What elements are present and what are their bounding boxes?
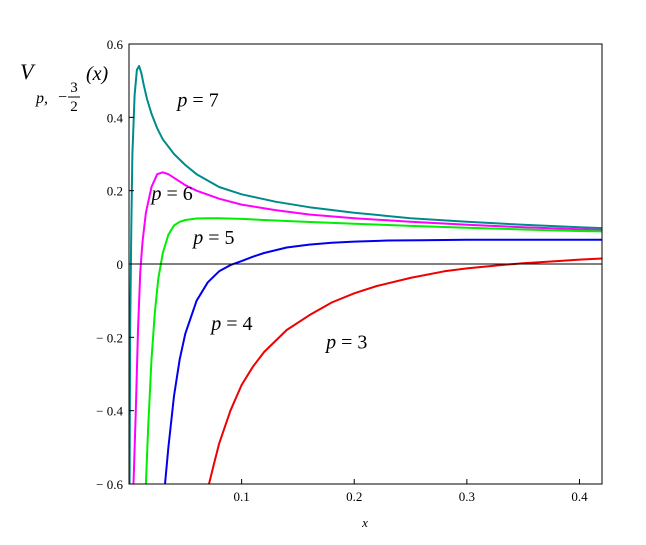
- curve-labels: p = 7 p = 6 p = 5 p = 4 p = 3: [150, 89, 368, 353]
- series-line-p5: [144, 217, 602, 484]
- x-tick-label: 0.3: [459, 489, 475, 504]
- curve-label: p = 4: [209, 313, 252, 335]
- x-axis-label: x: [361, 515, 368, 530]
- y-label-sub-p: p,: [35, 90, 48, 107]
- x-tick-label: 0.1: [233, 489, 249, 504]
- series-line-p6: [132, 171, 602, 484]
- series-line-p3: [208, 257, 602, 484]
- y-axis-label: V p, − 3 2 (x): [20, 59, 109, 115]
- curve-label: p = 7: [175, 89, 218, 111]
- y-label-sub-num: 3: [70, 80, 78, 96]
- series-lines: [129, 65, 602, 484]
- series-line-p4: [164, 238, 602, 484]
- y-label-sub-den: 2: [70, 99, 78, 115]
- x-tick-label: 0.2: [346, 489, 362, 504]
- x-tick-label: 0.4: [571, 489, 588, 504]
- curve-label: p = 6: [150, 183, 193, 205]
- y-tick-label: − 0.6: [96, 477, 123, 492]
- y-label-arg: (x): [86, 63, 109, 85]
- y-tick-label: − 0.4: [96, 404, 123, 419]
- y-axis-ticks: 0.6 0.4 0.2 0 − 0.2 − 0.4 − 0.6: [96, 37, 134, 492]
- y-tick-label: 0: [117, 257, 124, 272]
- y-tick-label: 0.4: [107, 110, 124, 125]
- y-label-main: V: [20, 59, 36, 84]
- y-tick-label: − 0.2: [96, 330, 123, 345]
- y-tick-label: 0.2: [107, 184, 123, 199]
- curve-label: p = 5: [191, 227, 234, 249]
- y-tick-label: 0.6: [107, 37, 124, 52]
- series-line-p7: [129, 65, 602, 484]
- x-axis-ticks: 0.1 0.2 0.3 0.4: [233, 479, 588, 504]
- curve-label: p = 3: [324, 331, 367, 353]
- y-label-sub-sign: −: [58, 89, 67, 106]
